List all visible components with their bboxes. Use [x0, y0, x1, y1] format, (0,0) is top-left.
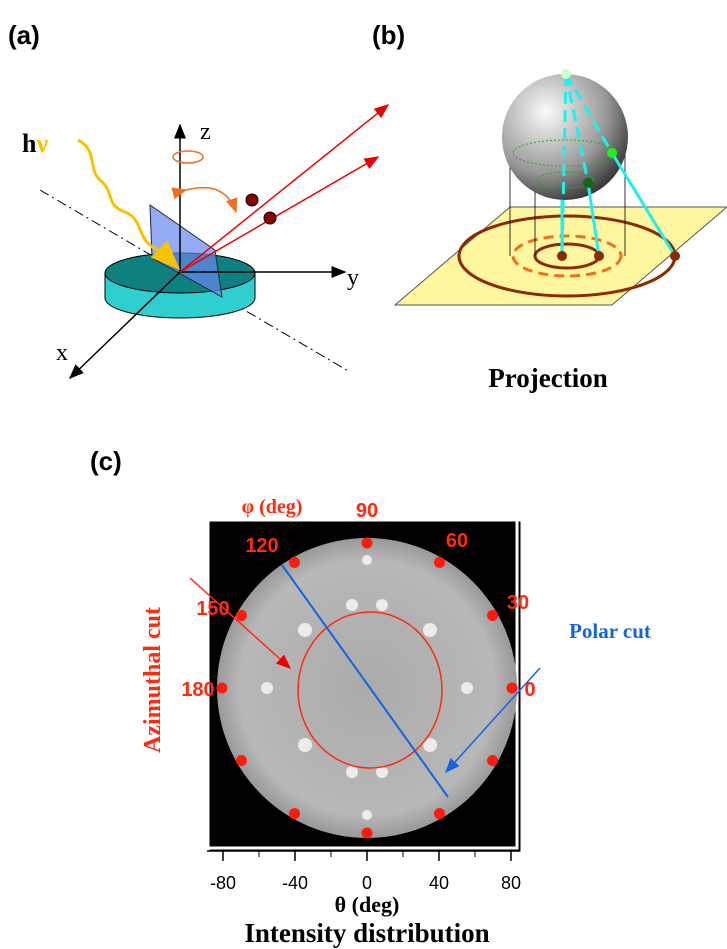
phi-dot [434, 557, 445, 568]
point [557, 251, 567, 261]
phi-label: 120 [245, 535, 278, 557]
caption: Projection [488, 363, 607, 393]
phi-label: 30 [507, 592, 529, 614]
x-tick-label: 80 [501, 873, 521, 893]
panel-label: (a) [8, 20, 40, 50]
axis-label: x [56, 340, 68, 366]
phi-label: 0 [524, 679, 535, 701]
phi-dot [362, 538, 373, 549]
phi-dot [487, 610, 498, 621]
point [561, 69, 571, 79]
phi-dot [236, 610, 247, 621]
x-tick-label: 0 [362, 873, 372, 893]
electron [246, 194, 258, 206]
panel-label: (b) [372, 20, 405, 50]
panel-label: (c) [90, 446, 122, 476]
rotation [173, 151, 203, 163]
nu: ν [35, 129, 48, 158]
azimuthal-label: Azimuthal cut [140, 607, 166, 753]
h: h [22, 129, 37, 158]
phi-dot [434, 808, 445, 819]
point [583, 178, 593, 188]
point [670, 251, 680, 261]
angle-arrow [186, 188, 236, 212]
point [594, 251, 604, 261]
point [607, 148, 617, 158]
phi-dot [236, 755, 247, 766]
phi-dot [289, 808, 300, 819]
phi-label: 90 [356, 500, 378, 522]
x-title: θ (deg) [335, 892, 400, 917]
phi-dot [487, 755, 498, 766]
phi-label: 150 [196, 598, 229, 620]
phi-label: 60 [446, 530, 468, 552]
x-tick-label: -40 [282, 873, 308, 893]
ray [180, 157, 378, 272]
x-tick-label: -80 [210, 873, 236, 893]
x-tick-label: 40 [429, 873, 449, 893]
panel-b: (b) Projection [372, 20, 727, 393]
photon-label: hν [22, 129, 48, 158]
figure: (a) hν z y x (b) Projection (c) [0, 0, 727, 949]
phi-dot [362, 828, 373, 839]
axis-label: y [347, 265, 359, 291]
electron [264, 212, 276, 224]
caption: Intensity distribution [244, 918, 489, 948]
axis-label: z [200, 119, 211, 145]
phi-dot [507, 683, 518, 694]
phi-title: φ (deg) [242, 496, 303, 518]
phi-dot [217, 683, 228, 694]
panel-c: (c) Azimuthal cut Polar cut φ (deg) θ (d… [90, 446, 651, 948]
panel-a: (a) hν z y x [8, 20, 388, 378]
polar-label: Polar cut [569, 619, 651, 643]
phi-dot [289, 557, 300, 568]
phi-label: 180 [181, 679, 214, 701]
